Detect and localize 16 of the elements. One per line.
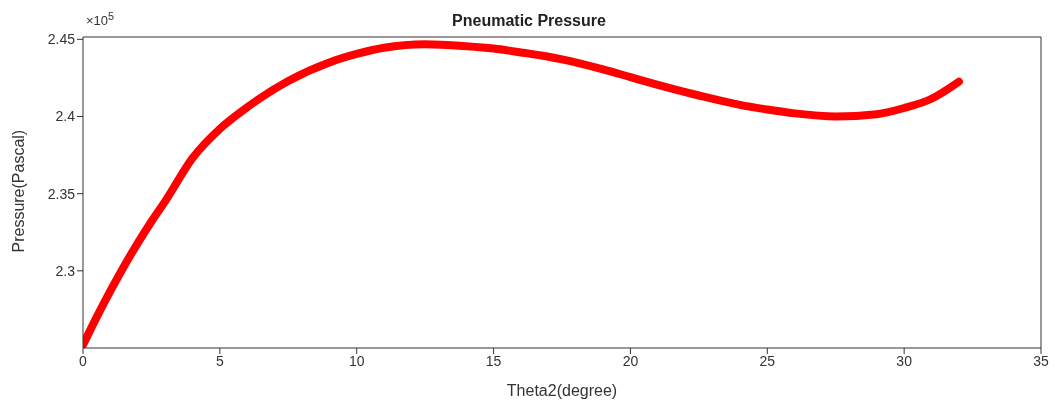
x-tick-label: 30 — [896, 352, 913, 369]
x-axis-title: Theta2(degree) — [506, 382, 618, 399]
y-axis-title: Pressure(Pascal) — [9, 129, 27, 253]
y-tick-label: 2.35 — [47, 185, 76, 202]
y-tick-label: 2.4 — [55, 108, 76, 125]
x-tick-label: 15 — [485, 352, 502, 369]
x-tick-label: 10 — [348, 352, 365, 369]
text: ×10$^{5}$ — [86, 10, 115, 29]
x-tick-label: 25 — [759, 352, 776, 369]
x-tick-label: 5 — [215, 352, 224, 369]
chart-title: Pneumatic Pressure — [452, 12, 606, 29]
x-tick-label: 35 — [1033, 352, 1049, 369]
y-tick-label: 2.3 — [55, 262, 76, 279]
x-tick-label: 20 — [622, 352, 639, 369]
y-tick-label: 2.45 — [47, 31, 76, 48]
x-tick-label: 0 — [79, 352, 88, 369]
